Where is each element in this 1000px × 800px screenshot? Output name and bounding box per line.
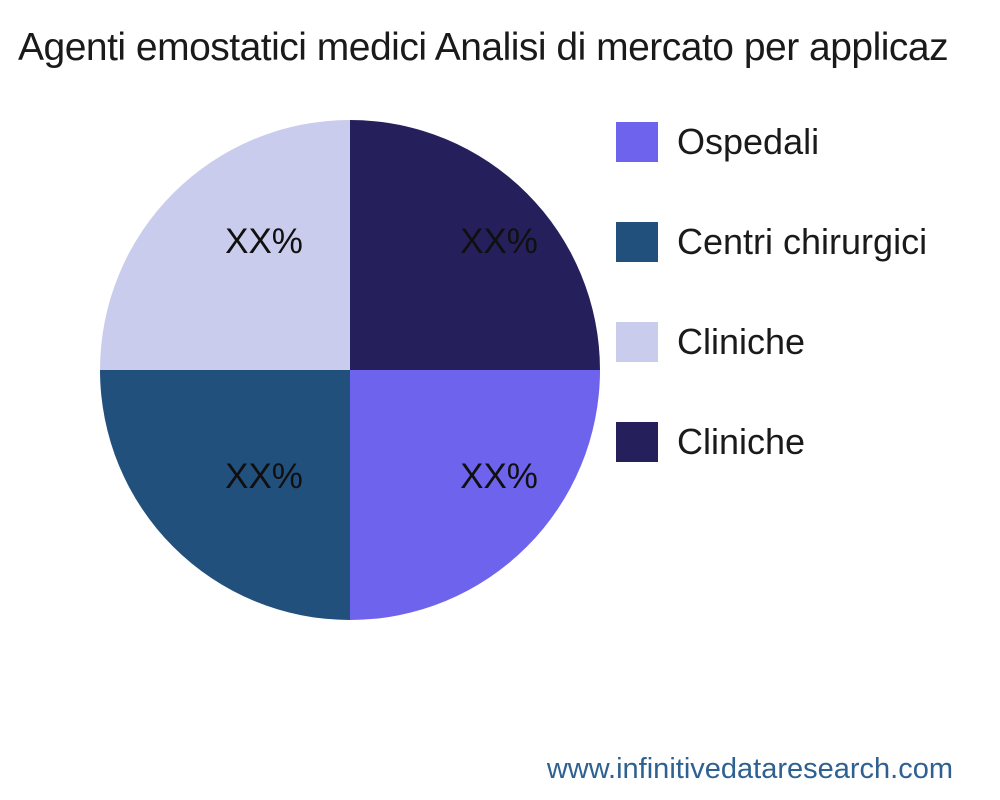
legend-row: Cliniche — [616, 321, 927, 362]
legend-row: Cliniche — [616, 421, 927, 462]
slice-value-label-centri-chirurgici: XX% — [225, 457, 303, 496]
legend-row: Ospedali — [616, 121, 927, 162]
legend-swatch-centri-chirurgici — [616, 222, 658, 262]
legend: Ospedali Centri chirurgici Cliniche Clin… — [616, 121, 928, 522]
legend-row: Centri chirurgici — [616, 221, 928, 262]
legend-label-cliniche-dark: Cliniche — [677, 421, 806, 462]
legend-label-cliniche-light: Cliniche — [677, 321, 806, 362]
legend-swatch-cliniche-light — [616, 322, 658, 362]
website-url: www.infinitivedataresearch.com — [546, 753, 953, 785]
legend-swatch-ospedali — [616, 122, 658, 162]
slice-value-label-ospedali: XX% — [460, 457, 538, 496]
legend-swatch-cliniche-dark — [616, 422, 658, 462]
slice-value-label-cliniche-light: XX% — [225, 222, 303, 261]
chart-title: Agenti emostatici medici Analisi di merc… — [18, 26, 949, 69]
legend-label-centri-chirurgici: Centri chirurgici — [677, 221, 928, 262]
pie-chart — [100, 120, 600, 620]
legend-label-ospedali: Ospedali — [677, 121, 820, 162]
slice-value-label-cliniche-dark: XX% — [460, 222, 538, 261]
